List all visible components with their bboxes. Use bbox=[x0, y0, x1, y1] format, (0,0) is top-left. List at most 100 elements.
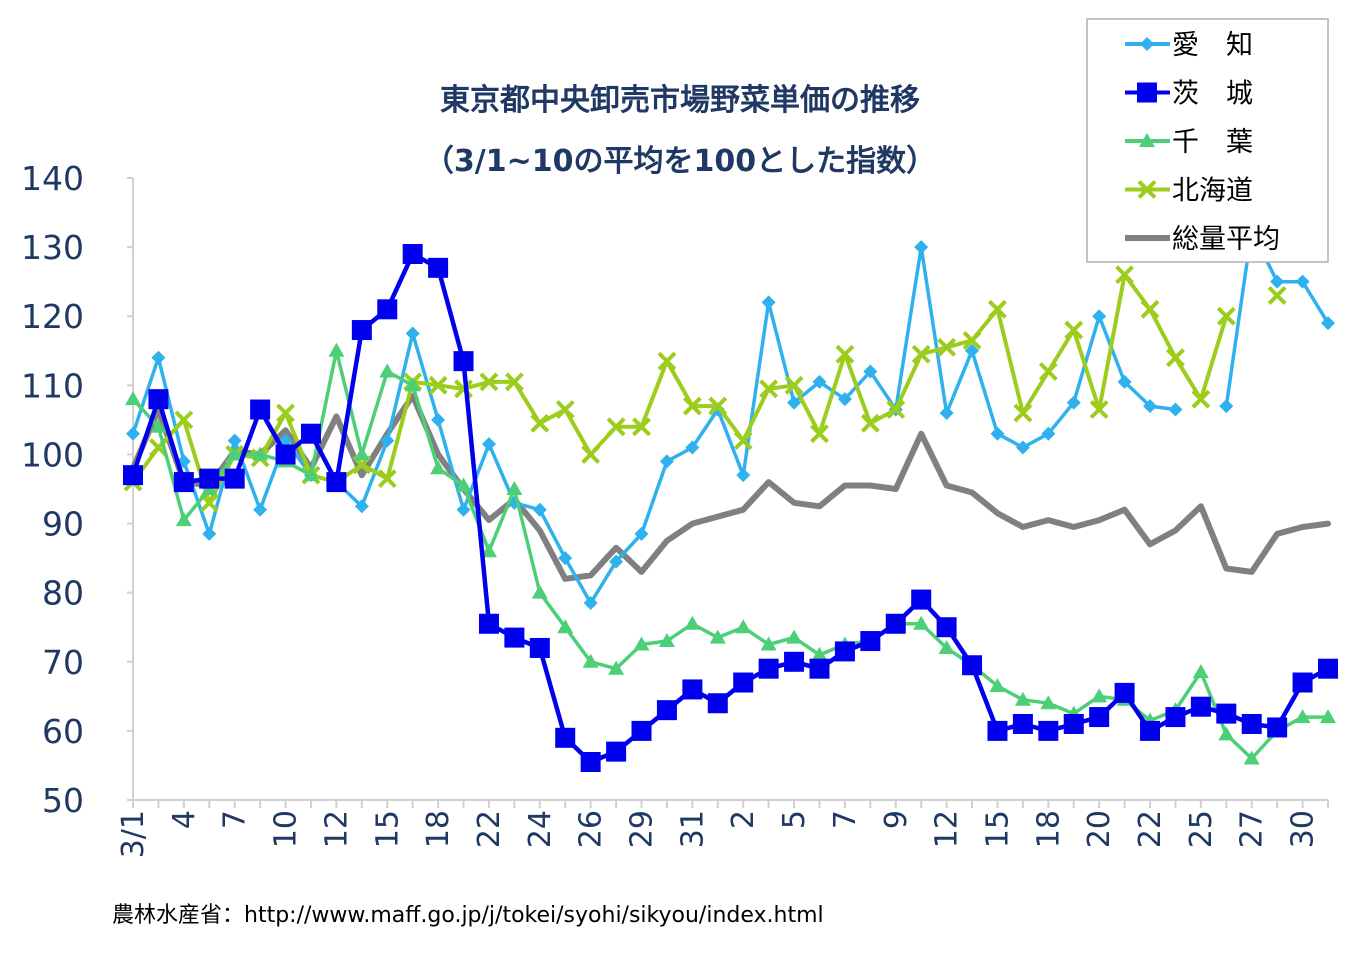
data-point bbox=[1137, 82, 1157, 103]
data-point bbox=[609, 554, 624, 569]
legend-label: 総量平均 bbox=[1172, 224, 1280, 255]
y-tick-label: 90 bbox=[42, 505, 84, 544]
data-point bbox=[202, 526, 217, 541]
x-tick-label: 22 bbox=[1133, 810, 1168, 848]
data-point bbox=[1320, 709, 1336, 724]
data-point bbox=[1114, 682, 1135, 703]
data-point bbox=[758, 658, 779, 679]
x-tick-label: 22 bbox=[472, 810, 507, 848]
series-layer bbox=[123, 222, 1338, 772]
y-tick-label: 60 bbox=[42, 712, 84, 751]
data-point bbox=[1063, 713, 1084, 734]
y-tick-label: 140 bbox=[21, 159, 84, 198]
data-point bbox=[1267, 717, 1288, 738]
x-tick-label: 26 bbox=[574, 810, 609, 848]
series-4 bbox=[123, 265, 1287, 513]
data-point bbox=[480, 543, 497, 558]
data-point bbox=[1089, 400, 1109, 419]
data-point bbox=[227, 433, 242, 448]
data-point bbox=[760, 636, 777, 651]
data-point bbox=[736, 468, 751, 483]
data-point bbox=[1218, 726, 1235, 741]
data-point bbox=[1040, 695, 1057, 710]
data-point bbox=[1270, 274, 1285, 289]
x-tick-label: 10 bbox=[269, 810, 304, 848]
data-point bbox=[784, 651, 805, 672]
data-point bbox=[733, 431, 753, 451]
data-point bbox=[633, 636, 650, 651]
data-point bbox=[1216, 306, 1236, 326]
data-point bbox=[377, 299, 398, 320]
x-tick-label: 31 bbox=[675, 810, 710, 848]
data-point bbox=[911, 344, 931, 364]
data-point bbox=[1292, 672, 1313, 693]
y-tick-label: 110 bbox=[21, 366, 84, 405]
x-tick-label: 25 bbox=[1184, 810, 1219, 848]
source-note: 農林水産省：http://www.maff.go.jp/j/tokei/syoh… bbox=[112, 903, 824, 928]
data-point bbox=[1243, 750, 1260, 765]
data-point bbox=[504, 372, 524, 392]
data-point bbox=[835, 344, 855, 364]
data-point bbox=[988, 299, 1007, 319]
data-point bbox=[478, 613, 499, 634]
data-point bbox=[431, 412, 446, 427]
data-point bbox=[656, 700, 677, 721]
data-point bbox=[276, 403, 295, 423]
data-point bbox=[707, 693, 728, 714]
legend-entry: 千 葉 bbox=[1125, 127, 1253, 158]
data-point bbox=[1012, 713, 1033, 734]
data-point bbox=[682, 679, 703, 700]
data-point bbox=[962, 655, 983, 676]
x-tick-label: 15 bbox=[980, 810, 1015, 848]
data-point bbox=[786, 629, 803, 644]
data-point bbox=[353, 446, 370, 461]
data-point bbox=[199, 468, 220, 489]
data-point bbox=[939, 405, 954, 420]
chart-subtitle: （3/1~10の平均を100とした指数） bbox=[424, 144, 936, 179]
data-point bbox=[1219, 399, 1234, 414]
data-point bbox=[685, 440, 700, 455]
data-point bbox=[250, 399, 271, 420]
data-point bbox=[302, 467, 319, 482]
data-point bbox=[1294, 709, 1311, 724]
data-point bbox=[709, 629, 726, 644]
data-point bbox=[148, 389, 169, 410]
data-point bbox=[1165, 707, 1186, 728]
data-point bbox=[1091, 688, 1108, 703]
data-point bbox=[1140, 299, 1160, 319]
data-point bbox=[708, 396, 728, 416]
data-point bbox=[1295, 274, 1310, 289]
data-point bbox=[657, 351, 677, 371]
data-point bbox=[456, 502, 471, 517]
data-point bbox=[1140, 720, 1161, 741]
data-point bbox=[405, 326, 420, 341]
data-point bbox=[837, 392, 852, 407]
data-point bbox=[733, 672, 754, 693]
data-point bbox=[1117, 374, 1132, 389]
data-point bbox=[885, 613, 906, 634]
data-point bbox=[581, 445, 601, 464]
x-tick-label: 29 bbox=[625, 810, 660, 848]
data-point bbox=[1014, 691, 1031, 706]
data-point bbox=[735, 619, 752, 634]
data-point bbox=[402, 244, 423, 265]
y-tick-label: 70 bbox=[42, 643, 84, 682]
data-point bbox=[1137, 180, 1157, 199]
x-tick-label: 7 bbox=[218, 810, 253, 829]
data-point bbox=[530, 413, 550, 433]
x-tick-label: 18 bbox=[1031, 810, 1066, 848]
data-point bbox=[1166, 348, 1185, 368]
y-tick-label: 80 bbox=[42, 574, 84, 613]
legend-label: 愛 知 bbox=[1172, 30, 1253, 61]
data-point bbox=[784, 375, 804, 395]
x-tick-label: 2 bbox=[726, 810, 761, 829]
data-point bbox=[1013, 403, 1033, 423]
data-point bbox=[834, 641, 855, 662]
data-point bbox=[479, 372, 499, 392]
data-point bbox=[631, 720, 652, 741]
data-point bbox=[504, 627, 525, 648]
data-point bbox=[606, 417, 626, 437]
